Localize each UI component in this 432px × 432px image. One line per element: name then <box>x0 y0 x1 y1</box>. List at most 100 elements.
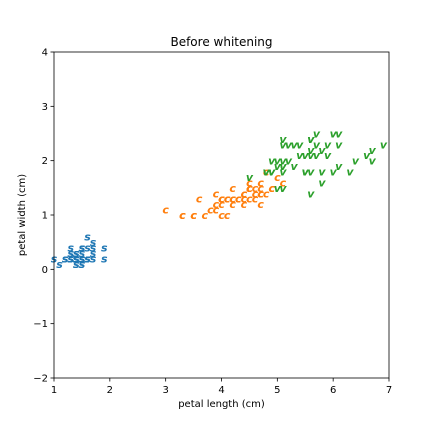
data-point-c: c <box>257 187 264 200</box>
data-point-c: c <box>207 204 214 217</box>
data-point-s: s <box>67 247 74 260</box>
data-point-v: v <box>352 155 360 168</box>
data-point-c: c <box>252 182 259 195</box>
data-point-c: c <box>246 176 253 189</box>
data-point-v: v <box>279 182 287 195</box>
data-point-v: v <box>268 166 276 179</box>
data-point-c: c <box>241 198 248 211</box>
data-point-s: s <box>67 252 74 265</box>
data-point-v: v <box>313 138 321 151</box>
data-point-c: c <box>218 193 225 206</box>
data-point-c: c <box>246 182 253 195</box>
data-point-v: v <box>302 166 310 179</box>
data-point-s: s <box>67 252 74 265</box>
data-point-s: s <box>79 252 86 265</box>
data-point-s: s <box>79 252 86 265</box>
data-point-v: v <box>246 171 254 184</box>
data-point-s: s <box>79 252 86 265</box>
data-point-v: v <box>346 166 354 179</box>
data-point-s: s <box>62 252 69 265</box>
data-point-s: s <box>79 252 86 265</box>
data-point-c: c <box>257 176 264 189</box>
data-point-s: s <box>84 252 91 265</box>
x-tick-label: 2 <box>107 385 113 396</box>
y-axis: −2 −1 0 1 2 3 4 <box>33 48 54 385</box>
data-point-v: v <box>274 155 282 168</box>
data-point-v: v <box>307 149 315 162</box>
data-point-c: c <box>190 209 197 222</box>
data-point-v: v <box>369 144 377 157</box>
data-point-v: v <box>279 155 287 168</box>
y-tick-label: 3 <box>42 102 48 113</box>
data-point-v: v <box>296 149 304 162</box>
data-point-c: c <box>229 193 236 206</box>
data-point-c: c <box>190 209 197 222</box>
data-point-c: c <box>246 182 253 195</box>
data-point-s: s <box>84 252 91 265</box>
data-point-v: v <box>268 166 276 179</box>
data-point-c: c <box>162 204 169 217</box>
data-point-c: c <box>246 182 253 195</box>
x-tick-label: 7 <box>386 385 392 396</box>
data-point-v: v <box>318 166 326 179</box>
data-point-c: c <box>263 187 270 200</box>
y-tick-label: 2 <box>42 156 48 167</box>
data-point-c: c <box>213 204 220 217</box>
data-point-v: v <box>296 138 304 151</box>
data-point-s: s <box>67 252 74 265</box>
data-point-c: c <box>252 193 259 206</box>
x-tick-label: 4 <box>218 385 224 396</box>
x-axis-label: petal length (cm) <box>178 399 265 410</box>
data-point-s: s <box>90 247 97 260</box>
data-point-v: v <box>318 144 326 157</box>
data-point-c: c <box>280 176 287 189</box>
data-point-s: s <box>79 252 86 265</box>
data-point-v: v <box>363 149 371 162</box>
data-point-v: v <box>313 128 321 141</box>
data-point-s: s <box>79 252 86 265</box>
data-point-v: v <box>307 133 315 146</box>
data-point-c: c <box>201 209 208 222</box>
data-point-s: s <box>79 242 86 255</box>
data-point-v: v <box>335 138 343 151</box>
data-point-v: v <box>279 160 287 173</box>
data-point-c: c <box>257 187 264 200</box>
data-point-c: c <box>241 187 248 200</box>
data-point-c: c <box>229 198 236 211</box>
data-point-c: c <box>241 187 248 200</box>
data-point-c: c <box>268 182 275 195</box>
data-point-v: v <box>263 166 271 179</box>
data-point-v: v <box>335 160 343 173</box>
x-axis: 1 2 3 4 5 6 7 <box>51 378 392 396</box>
data-point-s: s <box>79 252 86 265</box>
y-tick-label: 0 <box>42 265 48 276</box>
data-point-s: s <box>73 252 80 265</box>
data-point-s: s <box>67 252 74 265</box>
data-point-c: c <box>268 182 275 195</box>
data-point-v: v <box>330 166 338 179</box>
data-point-c: c <box>179 209 186 222</box>
data-point-c: c <box>229 182 236 195</box>
data-point-c: c <box>257 182 264 195</box>
data-point-s: s <box>73 252 80 265</box>
data-point-v: v <box>274 182 282 195</box>
data-point-v: v <box>268 155 276 168</box>
data-point-c: c <box>218 193 225 206</box>
data-point-c: c <box>246 193 253 206</box>
data-point-v: v <box>335 128 343 141</box>
data-point-s: s <box>90 252 97 265</box>
data-point-c: c <box>246 182 253 195</box>
data-point-v: v <box>302 166 310 179</box>
data-point-s: s <box>84 252 91 265</box>
data-point-c: c <box>213 187 220 200</box>
data-point-s: s <box>84 252 91 265</box>
data-point-v: v <box>279 166 287 179</box>
data-point-c: c <box>213 198 220 211</box>
data-point-s: s <box>73 252 80 265</box>
data-point-c: c <box>229 193 236 206</box>
data-point-c: c <box>241 193 248 206</box>
data-point-c: c <box>224 193 231 206</box>
